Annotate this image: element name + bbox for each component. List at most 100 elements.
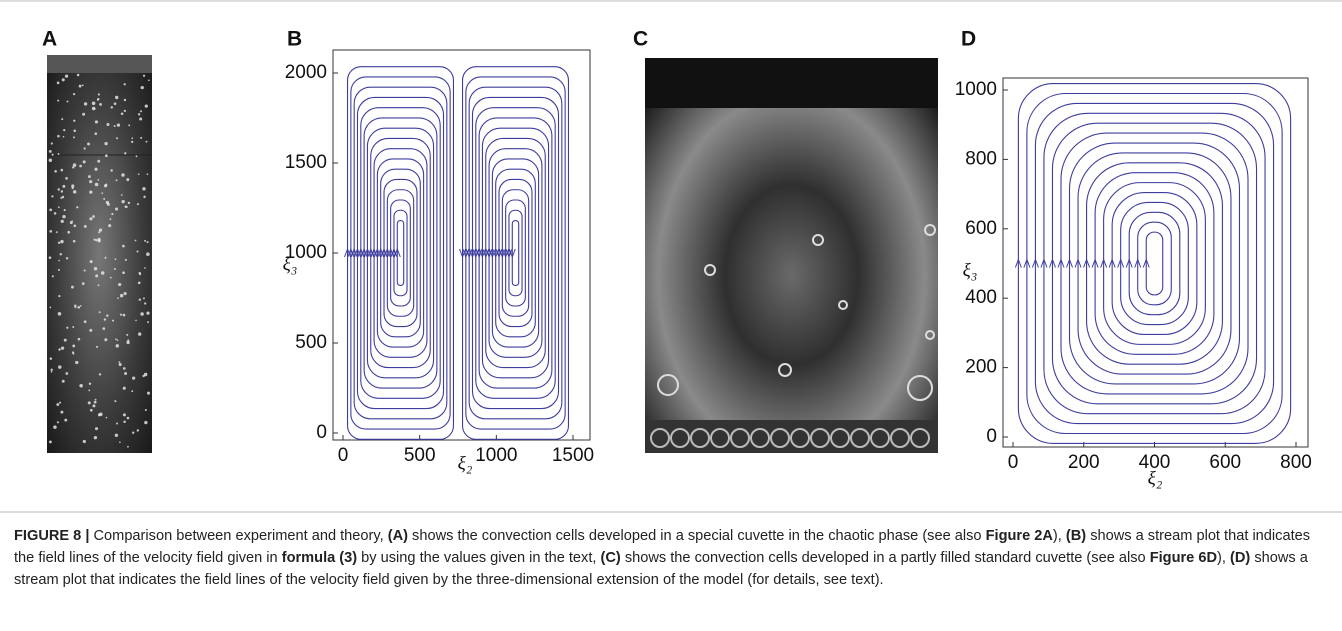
- particle: [116, 123, 121, 127]
- particle: [123, 291, 127, 296]
- particle: [123, 83, 126, 86]
- particle: [144, 104, 148, 108]
- stream-arrow: [1040, 258, 1048, 268]
- particle: [73, 119, 76, 122]
- particle: [94, 167, 98, 171]
- particle: [123, 109, 126, 113]
- particle: [71, 220, 73, 223]
- particle: [115, 179, 118, 182]
- bubble: [704, 264, 716, 276]
- particle: [142, 74, 146, 77]
- photo-c-bubbles: [650, 224, 936, 448]
- stream-arrow: [1014, 258, 1022, 268]
- particle: [121, 199, 125, 204]
- stream-arrow: [1057, 258, 1065, 268]
- bubble: [670, 428, 690, 448]
- particle: [93, 435, 98, 440]
- particle: [100, 271, 105, 275]
- particle: [146, 252, 150, 256]
- particle: [120, 194, 123, 196]
- bubble: [890, 428, 910, 448]
- particle: [75, 360, 79, 365]
- y-tick-label: 200: [965, 357, 997, 378]
- y-tick-label: 1500: [285, 152, 327, 173]
- streamline: [1145, 231, 1164, 296]
- stream-arrow: [367, 247, 375, 258]
- streamline: [1103, 182, 1206, 345]
- particle: [101, 192, 104, 194]
- particle: [83, 224, 87, 228]
- stream-arrow: [390, 247, 398, 258]
- particle: [113, 102, 117, 106]
- particle: [51, 195, 54, 198]
- caption-text: ),: [1217, 550, 1230, 566]
- photo-a-top: [47, 55, 152, 73]
- particle: [115, 338, 117, 341]
- particle: [140, 312, 144, 316]
- particle: [87, 142, 90, 146]
- streamline: [485, 137, 546, 369]
- stream-arrow: [387, 247, 395, 258]
- x-tick-label: 800: [1280, 452, 1312, 473]
- particle: [83, 102, 88, 106]
- particle: [51, 275, 54, 278]
- panel-label: A: [42, 28, 57, 51]
- particle: [49, 306, 52, 309]
- particle: [50, 142, 53, 145]
- particle: [57, 268, 60, 271]
- bubble: [810, 428, 830, 448]
- particle: [49, 357, 53, 360]
- particle: [71, 351, 75, 354]
- particle: [48, 256, 52, 259]
- particle: [96, 345, 99, 348]
- particle: [99, 103, 102, 106]
- streamline: [350, 76, 451, 430]
- particle: [114, 433, 119, 437]
- particle: [146, 311, 150, 315]
- particle: [72, 239, 76, 243]
- particle: [136, 250, 139, 253]
- particle: [146, 241, 149, 244]
- caption-text: shows a stream plot that indicates the f…: [14, 550, 1308, 588]
- streamline: [380, 168, 421, 338]
- particle: [116, 137, 119, 140]
- particle: [97, 179, 100, 181]
- streamline: [1077, 152, 1232, 375]
- stream-arrow: [462, 248, 470, 259]
- stream-arrow: [1049, 258, 1056, 268]
- particle: [74, 304, 77, 307]
- stream-arrow: [472, 248, 480, 259]
- particle: [77, 305, 81, 309]
- particle: [99, 412, 103, 417]
- particle: [91, 101, 96, 106]
- particle: [57, 134, 60, 138]
- particle: [66, 100, 69, 103]
- streamline: [1094, 172, 1215, 355]
- particle: [148, 79, 150, 82]
- particle: [120, 112, 124, 115]
- particle: [134, 239, 137, 242]
- stream-arrow: [482, 248, 490, 259]
- particle: [53, 425, 57, 429]
- particle: [72, 326, 75, 328]
- x-tick-label: 1000: [475, 445, 517, 466]
- streamline: [511, 219, 520, 287]
- particle: [137, 281, 141, 285]
- particle: [76, 73, 80, 77]
- streamline: [1043, 112, 1266, 415]
- streamline: [373, 148, 428, 358]
- caption-text: (C): [600, 550, 621, 566]
- streamline: [465, 76, 566, 430]
- streamline: [1068, 142, 1241, 385]
- streamline: [390, 199, 411, 307]
- particle: [122, 244, 125, 248]
- caption-text: (D): [1230, 550, 1251, 566]
- particle: [57, 241, 61, 244]
- particle: [72, 344, 76, 348]
- particle: [112, 319, 115, 322]
- stream-arrow: [357, 247, 365, 258]
- particle: [144, 409, 147, 412]
- particle: [88, 389, 91, 392]
- particle: [82, 439, 86, 444]
